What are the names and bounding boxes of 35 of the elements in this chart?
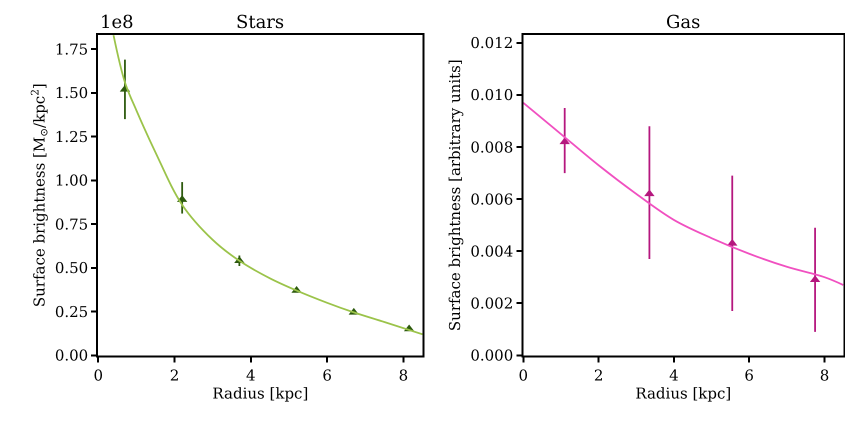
y-tick-label: 1.50 (54, 84, 88, 102)
y-tick-label: 0.00 (54, 346, 88, 365)
y-tick-label: 0.010 (470, 86, 514, 104)
y-tick-label: 1.00 (54, 172, 88, 190)
y-tick-label: 0.004 (470, 242, 514, 260)
y-tick-label: 0.25 (54, 302, 88, 321)
x-tick-label: 8 (398, 366, 408, 384)
y-tick-label: 0.50 (54, 259, 88, 278)
x-tick-label: 8 (820, 366, 830, 384)
y-tick-label: 0.75 (54, 215, 88, 234)
chart-title: Gas (666, 12, 700, 33)
x-tick-label: 2 (170, 366, 180, 384)
x-tick-label: 6 (322, 366, 332, 384)
chart-title: Stars (236, 12, 284, 33)
x-tick-label: 4 (669, 366, 679, 384)
point (727, 238, 738, 246)
point (560, 137, 570, 144)
line-series (112, 35, 422, 336)
x-tick-label: 2 (594, 366, 604, 384)
y-tick-label: 0.006 (470, 190, 514, 208)
x-axis-title: Radius [kpc] (212, 384, 308, 402)
x-tick-label: 4 (246, 366, 256, 384)
x-axis-title: Radius [kpc] (635, 384, 732, 402)
y-tick-label: 0.008 (470, 138, 514, 156)
line-series (523, 102, 844, 286)
x-tick-label: 0 (518, 366, 528, 384)
text: 1e8 (100, 12, 134, 33)
y-axis-title: Surface brightness [arbitrary units] (446, 59, 464, 332)
y-tick-label: 1.75 (54, 40, 88, 58)
y-tick-label: 0.012 (470, 34, 514, 52)
x-tick-label: 0 (93, 366, 104, 384)
x-tick-label: 6 (744, 366, 754, 384)
y-tick-label: 0.000 (470, 346, 514, 365)
y-tick-label: 0.002 (470, 294, 514, 312)
y-tick-label: 1.25 (54, 128, 88, 146)
